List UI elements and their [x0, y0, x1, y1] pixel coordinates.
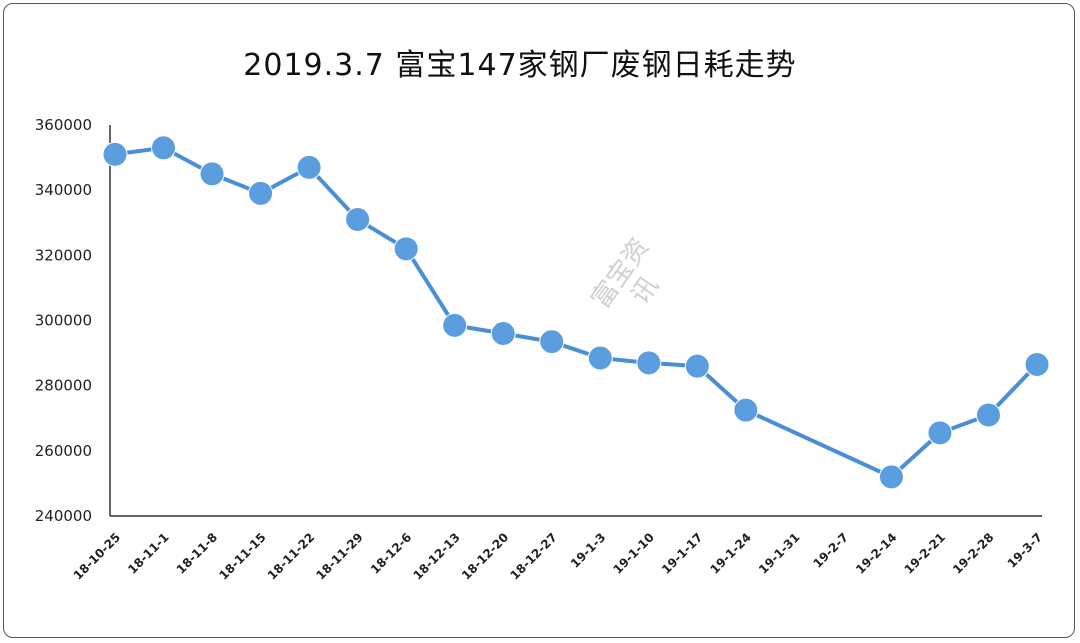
data-point — [733, 397, 759, 423]
y-tick-label: 260000 — [35, 442, 92, 460]
data-point — [878, 464, 904, 490]
chart-frame — [3, 3, 1075, 638]
x-tick-label: 19-2-21 — [902, 530, 948, 576]
y-tick-label: 240000 — [35, 507, 92, 525]
x-tick-label: 19-1-24 — [707, 530, 753, 576]
x-tick-label: 19-2-14 — [853, 530, 899, 576]
data-point — [975, 402, 1001, 428]
x-tick-label: 18-12-13 — [410, 530, 462, 582]
data-point — [539, 329, 565, 355]
data-point — [248, 180, 274, 206]
x-tick-label: 18-12-6 — [368, 530, 414, 576]
y-tick-label: 320000 — [35, 246, 92, 264]
data-point — [1024, 351, 1050, 377]
data-point — [684, 353, 710, 379]
x-tick-label: 19-1-17 — [659, 530, 705, 576]
data-point — [199, 161, 225, 187]
y-tick-label: 340000 — [35, 181, 92, 199]
y-tick-label: 360000 — [35, 116, 92, 134]
x-tick-label: 18-11-29 — [313, 530, 365, 582]
x-tick-label: 18-12-27 — [507, 530, 559, 582]
x-tick-label: 18-12-20 — [459, 530, 511, 582]
data-point — [296, 154, 322, 180]
data-point — [102, 141, 128, 167]
data-point — [442, 312, 468, 338]
data-point — [490, 321, 516, 347]
chart-title: 2019.3.7 富宝147家钢厂废钢日耗走势 — [243, 48, 797, 83]
x-tick-label: 18-10-25 — [71, 530, 123, 582]
x-tick-label: 18-11-1 — [125, 530, 171, 576]
x-tick-label: 18-11-8 — [174, 530, 220, 576]
x-tick-label: 19-1-3 — [568, 530, 609, 571]
x-tick-label: 19-2-28 — [950, 530, 996, 576]
x-tick-label: 19-2-7 — [810, 530, 851, 571]
y-tick-label: 280000 — [35, 377, 92, 395]
y-tick-label: 300000 — [35, 312, 92, 330]
x-tick-label: 19-3-7 — [1005, 530, 1046, 571]
data-point — [636, 350, 662, 376]
x-tick-label: 19-1-10 — [610, 530, 656, 576]
x-tick-label: 18-11-15 — [216, 530, 268, 582]
data-point — [345, 206, 371, 232]
data-point — [587, 345, 613, 371]
data-point — [393, 236, 419, 262]
data-point — [151, 135, 177, 161]
x-tick-label: 18-11-22 — [265, 530, 317, 582]
data-point — [927, 420, 953, 446]
x-tick-label: 19-1-31 — [756, 530, 802, 576]
